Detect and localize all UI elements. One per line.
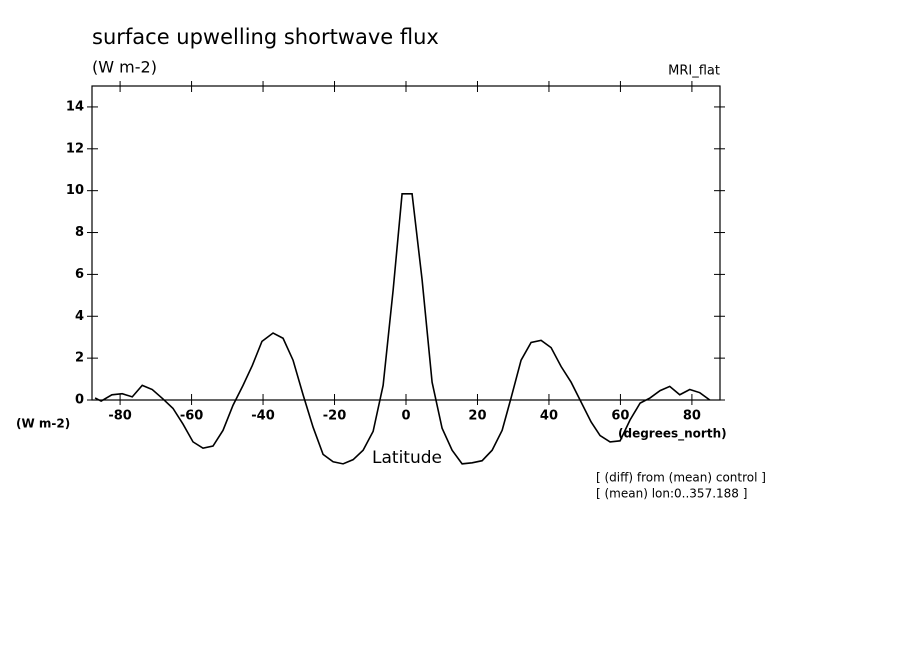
data-line — [94, 193, 711, 465]
x-tick-label: -80 — [108, 409, 132, 424]
y-axis-label: (W m-2) — [16, 417, 70, 431]
x-axis-unit: (degrees_north) — [618, 427, 727, 442]
y-tick-label: 4 — [75, 309, 84, 324]
y-tick-label: 8 — [75, 225, 84, 240]
plot-frame — [91, 85, 721, 401]
chart-title: surface upwelling shortwave flux — [92, 25, 439, 49]
x-tick-label: 80 — [683, 409, 701, 424]
x-axis-label: Latitude — [372, 448, 442, 468]
x-tick-label: -60 — [180, 409, 204, 424]
x-tick-label: 0 — [401, 409, 410, 424]
note: [ (diff) from (mean) control ] — [596, 471, 766, 485]
y-tick-label: 14 — [66, 99, 84, 114]
model-label: MRI_flat — [668, 64, 720, 79]
y-tick-label: 10 — [66, 183, 84, 198]
x-tick-label: -40 — [251, 409, 275, 424]
y-tick-label: 2 — [75, 351, 84, 366]
y-tick-label: 6 — [75, 267, 84, 282]
x-tick-label: 40 — [540, 409, 558, 424]
note: [ (mean) lon:0..357.188 ] — [596, 487, 747, 501]
x-tick-label: 60 — [611, 409, 629, 424]
x-tick-label: -20 — [323, 409, 347, 424]
y-tick-label: 0 — [75, 393, 84, 408]
x-tick-label: 20 — [468, 409, 486, 424]
chart-subtitle: (W m-2) — [92, 58, 157, 77]
y-tick-label: 12 — [66, 141, 84, 156]
